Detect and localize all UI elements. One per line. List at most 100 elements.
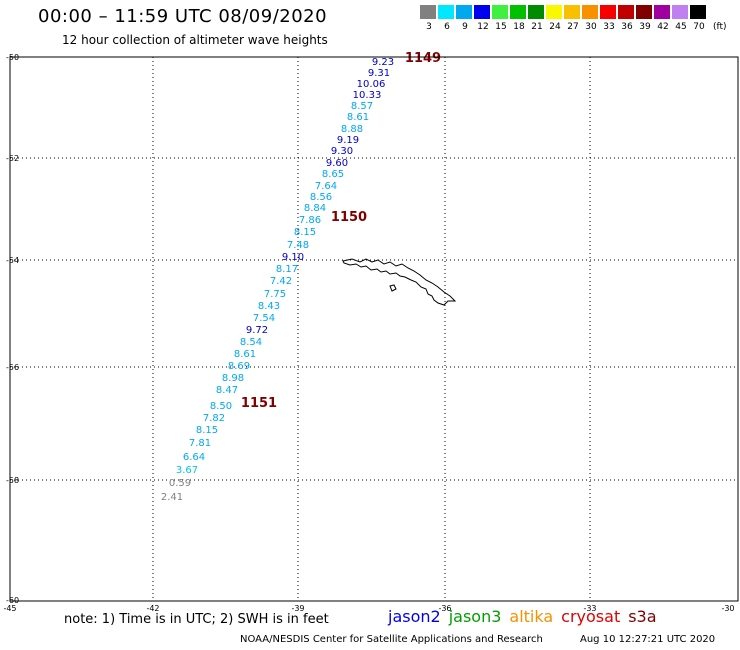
- wave-height-value: 8.17: [276, 264, 298, 275]
- footer-note: note: 1) Time is in UTC; 2) SWH is in fe…: [64, 612, 329, 627]
- footer-timestamp: Aug 10 12:27:21 UTC 2020: [580, 634, 716, 645]
- scale-swatch-18: [510, 5, 527, 19]
- scale-swatch-21: [528, 5, 545, 19]
- scale-swatch-39: [636, 5, 653, 19]
- scale-label-30: 30: [585, 22, 597, 32]
- wave-height-value: 7.48: [287, 240, 309, 251]
- wave-height-value: 9.19: [337, 135, 359, 146]
- scale-swatch-3: [420, 5, 437, 19]
- scale-label-21: 21: [531, 22, 543, 32]
- wave-height-value: 8.98: [222, 373, 244, 384]
- scale-swatch-12: [474, 5, 491, 19]
- scale-unit-label: (ft): [713, 22, 727, 32]
- scale-swatch-6: [438, 5, 455, 19]
- wave-height-value: 7.86: [299, 215, 321, 226]
- wave-height-value: 9.30: [331, 146, 353, 157]
- wave-height-value: 7.81: [189, 438, 211, 449]
- longitude-label: -30: [721, 604, 734, 613]
- scale-swatch-42: [654, 5, 671, 19]
- longitude-label: -39: [291, 604, 304, 613]
- satellite-legend: jason2 jason3 altika cryosat s3a: [388, 607, 665, 626]
- satellite-jason2: jason2: [388, 607, 441, 626]
- wave-height-value: 8.88: [341, 124, 363, 135]
- scale-swatch-70: [690, 5, 707, 19]
- map-subtitle: 12 hour collection of altimeter wave hei…: [62, 33, 328, 47]
- scale-swatch-9: [456, 5, 473, 19]
- scale-swatch-30: [582, 5, 599, 19]
- wave-height-value: 7.75: [264, 289, 286, 300]
- wave-height-value: 8.50: [210, 401, 232, 412]
- wave-height-value: 8.61: [234, 349, 256, 360]
- wave-height-value: 8.69: [228, 361, 250, 372]
- wave-height-value: 9.31: [368, 68, 390, 79]
- scale-label-18: 18: [513, 22, 525, 32]
- wave-height-value: 8.54: [240, 337, 262, 348]
- latitude-label: -54: [6, 256, 19, 265]
- scale-swatch-45: [672, 5, 689, 19]
- south-georgia-coastline: [342, 258, 457, 306]
- wave-height-value: 9.23: [372, 57, 394, 68]
- wave-height-value: 8.57: [351, 101, 373, 112]
- wave-height-value: 7.42: [270, 276, 292, 287]
- scale-label-15: 15: [495, 22, 507, 32]
- footer-credit: NOAA/NESDIS Center for Satellite Applica…: [240, 634, 543, 645]
- wave-height-value: 8.61: [347, 112, 369, 123]
- wave-height-value: 7.82: [203, 413, 225, 424]
- scale-label-3: 3: [426, 22, 432, 32]
- wave-height-value: 9.10: [282, 252, 304, 263]
- wave-height-value: 7.64: [315, 181, 337, 192]
- scale-label-45: 45: [675, 22, 687, 32]
- scale-label-9: 9: [462, 22, 468, 32]
- longitude-label: -42: [146, 604, 159, 613]
- wave-height-value: 8.56: [310, 192, 332, 203]
- scale-label-12: 12: [477, 22, 489, 32]
- pass-time-label: 1151: [241, 396, 277, 411]
- wave-height-value: 8.15: [196, 425, 218, 436]
- lat-lon-grid: -50-52-54-56-58-60-45 -42 -39 -36 -33 -30: [3, 53, 738, 613]
- latitude-label: -52: [6, 154, 19, 163]
- wave-height-value: 3.67: [176, 465, 198, 476]
- latitude-label: -58: [6, 476, 19, 485]
- wave-height-value: 2.41: [161, 492, 183, 503]
- scale-swatch-15: [492, 5, 509, 19]
- pass-time-label: 1149: [405, 51, 441, 66]
- satellite-cryosat: cryosat: [561, 607, 621, 626]
- wave-height-value: 6.64: [183, 452, 205, 463]
- scale-label-39: 39: [639, 22, 651, 32]
- scale-swatch-27: [564, 5, 581, 19]
- satellite-s3a: s3a: [628, 607, 657, 626]
- scale-swatch-24: [546, 5, 563, 19]
- wave-height-value: 8.15: [294, 227, 316, 238]
- wave-height-value: 10.06: [357, 79, 386, 90]
- pass-time-label: 1150: [331, 210, 367, 225]
- wave-height-value: 9.60: [326, 158, 348, 169]
- wave-height-value: 8.65: [322, 169, 344, 180]
- wave-height-value: 8.47: [216, 385, 238, 396]
- latitude-label: -56: [6, 363, 19, 372]
- scale-label-6: 6: [444, 22, 450, 32]
- scale-label-24: 24: [549, 22, 561, 32]
- scale-label-70: 70: [693, 22, 705, 32]
- wave-height-value: 8.84: [304, 203, 326, 214]
- map-title: 00:00 – 11:59 UTC 08/09/2020: [38, 6, 328, 27]
- wave-height-value: 7.54: [253, 313, 275, 324]
- wave-height-value: 9.72: [246, 325, 268, 336]
- wave-height-value: 10.33: [353, 90, 382, 101]
- longitude-label: -33: [583, 604, 596, 613]
- scale-label-42: 42: [657, 22, 669, 32]
- scale-swatch-33: [600, 5, 617, 19]
- satellite-jason3: jason3: [448, 607, 502, 626]
- wave-height-observations: 9.239.3110.0610.338.578.618.889.199.309.…: [161, 57, 394, 503]
- wave-height-value: 8.43: [258, 301, 280, 312]
- map-frame: [9, 56, 739, 602]
- longitude-label: -45: [3, 604, 16, 613]
- longitude-label: -36: [438, 604, 451, 613]
- scale-swatch-36: [618, 5, 635, 19]
- scale-label-33: 33: [603, 22, 615, 32]
- wave-height-value: 0.59: [169, 478, 191, 489]
- scale-label-36: 36: [621, 22, 633, 32]
- pass-time-labels: 1149 1150 1151: [241, 51, 441, 411]
- satellite-altika: altika: [509, 607, 554, 626]
- scale-label-27: 27: [567, 22, 579, 32]
